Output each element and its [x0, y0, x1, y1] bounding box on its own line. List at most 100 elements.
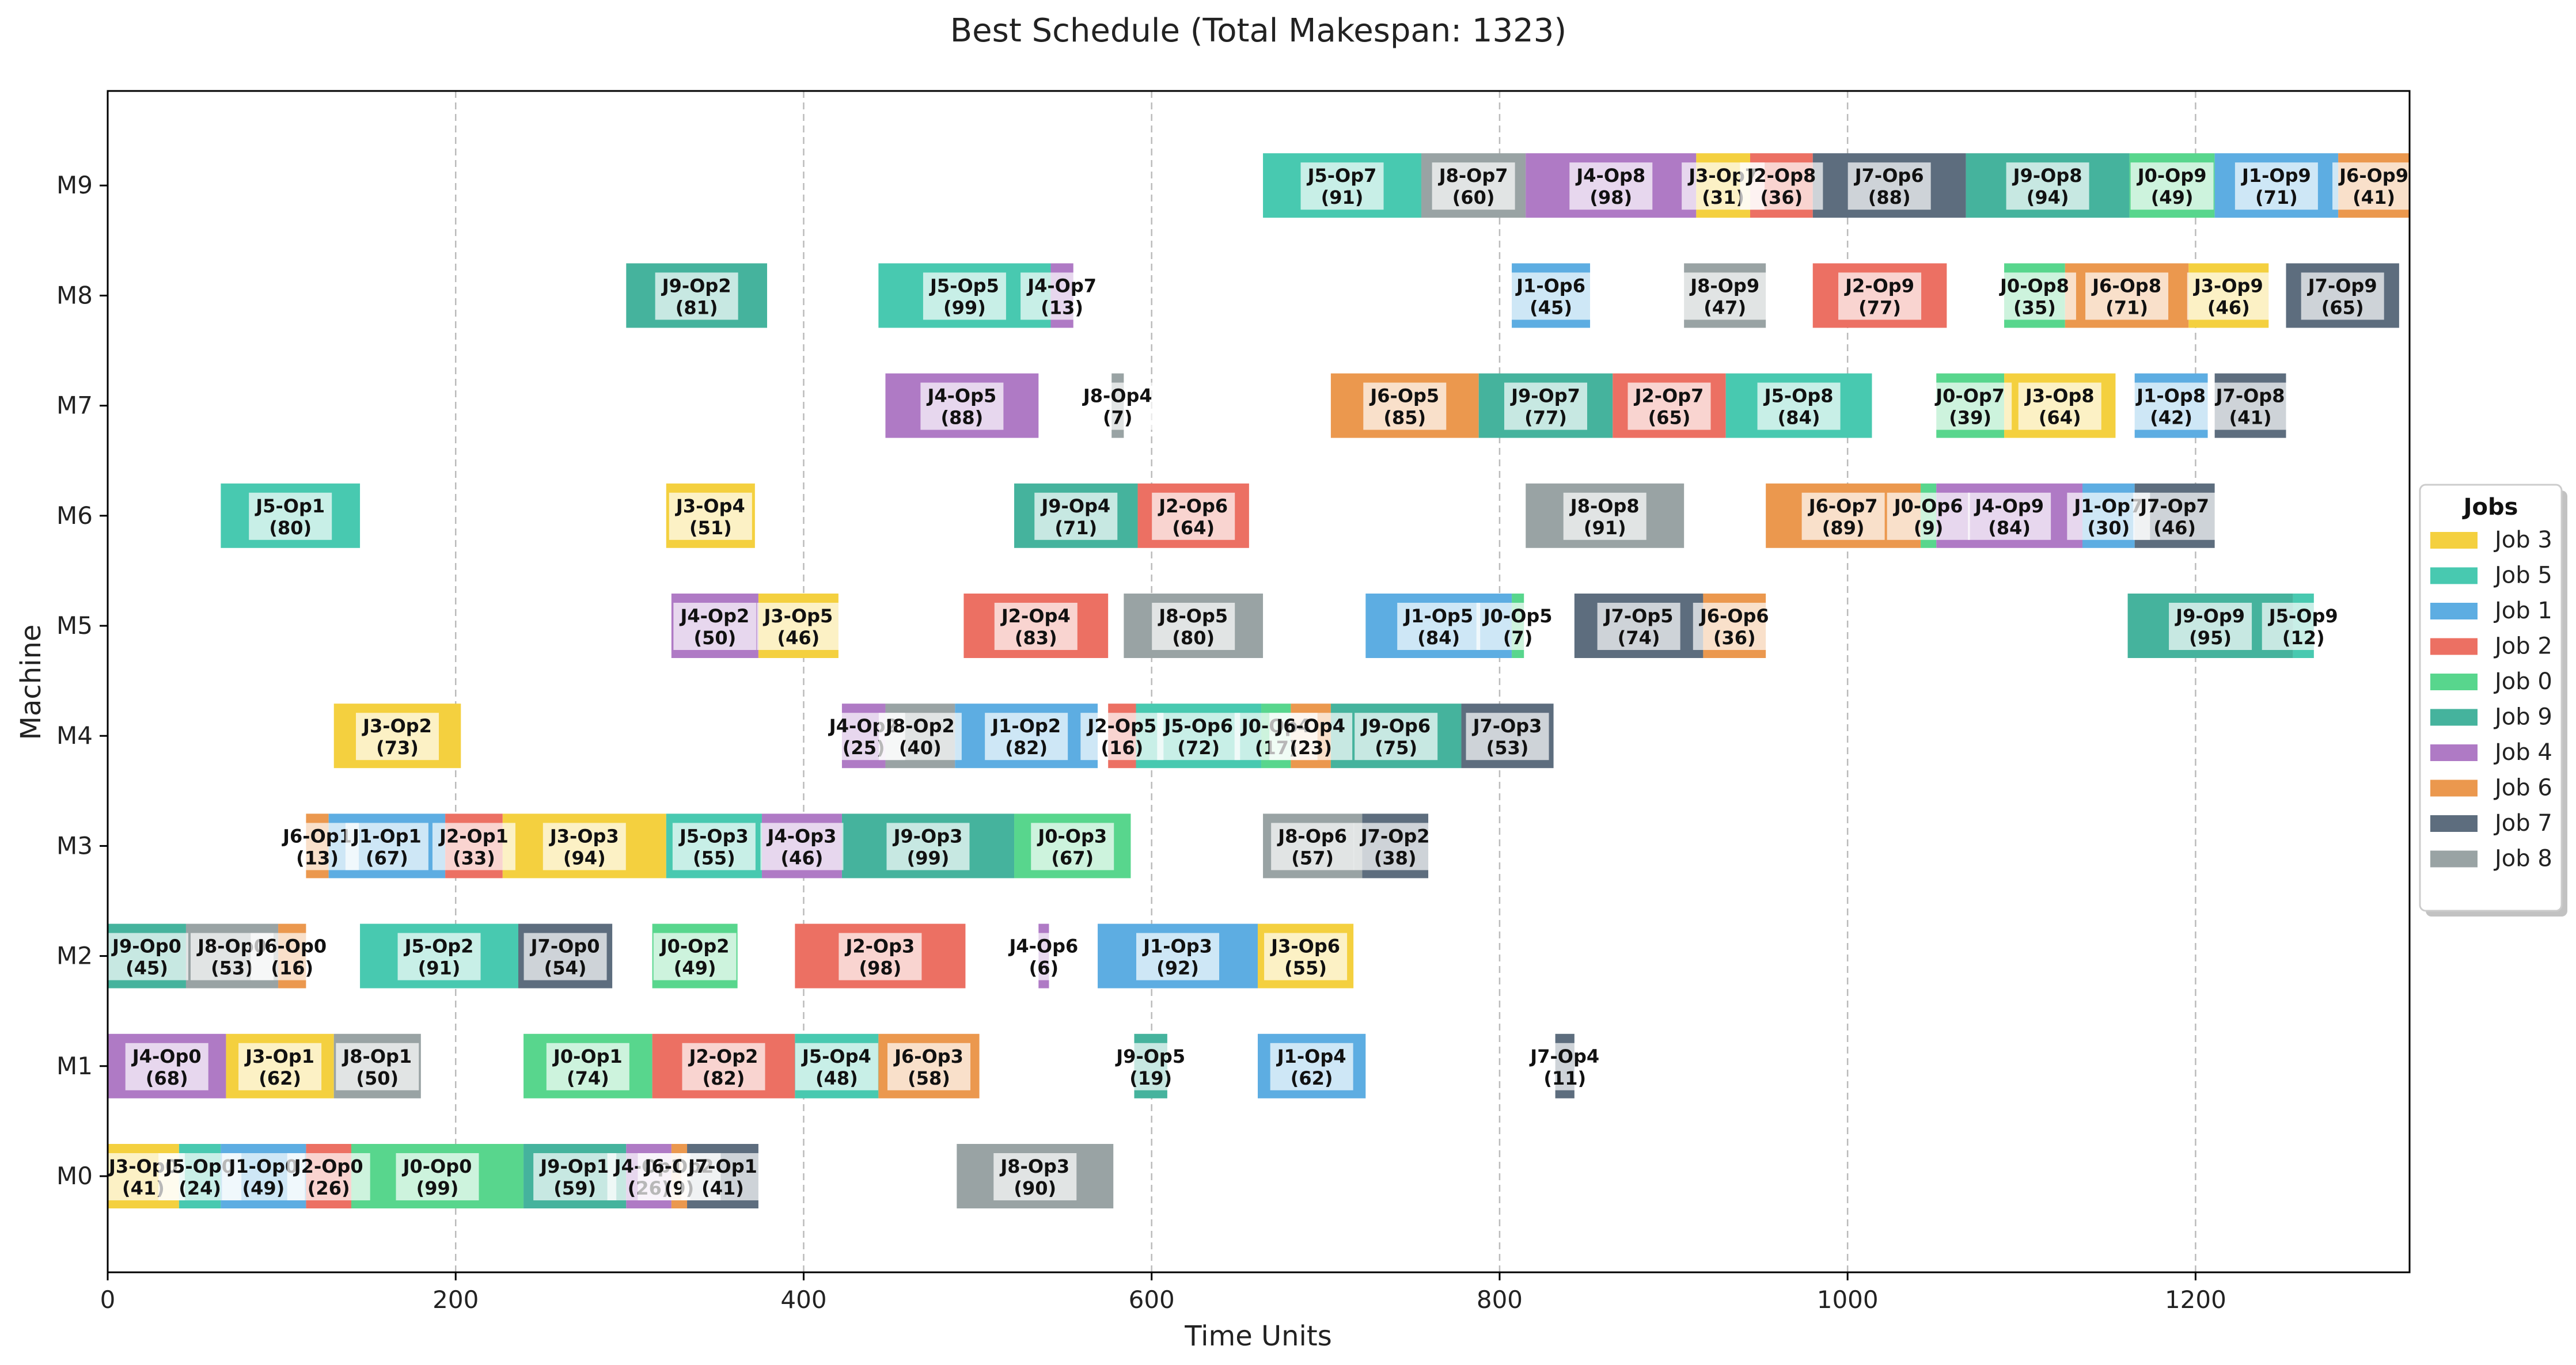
task-label: J5-Op6 — [1163, 715, 1233, 737]
task-duration-label: (16) — [271, 957, 313, 979]
task-label: J3-Op8 — [2024, 385, 2095, 407]
task-label: J3-Op3 — [549, 825, 619, 847]
task-duration-label: (55) — [1284, 957, 1327, 979]
task-label-bg — [1693, 603, 1776, 650]
x-tick-label: 400 — [780, 1286, 826, 1314]
task-duration-label: (89) — [1822, 517, 1865, 539]
task-label: J9-Op3 — [893, 825, 963, 847]
task-label: J7-Op3 — [1472, 715, 1542, 737]
task-label-bg — [249, 492, 332, 540]
task-duration-label: (91) — [1584, 517, 1626, 539]
task-label-bg — [1523, 1043, 1607, 1090]
task-duration-label: (36) — [1713, 627, 1756, 649]
task-label-bg — [1801, 492, 1885, 540]
task-label: J0-Op9 — [2137, 165, 2207, 187]
legend-swatch — [2430, 815, 2478, 832]
task-label: J0-Op2 — [659, 936, 730, 957]
task-label-bg — [1466, 713, 1549, 761]
task-label: J0-Op5 — [1482, 605, 1553, 627]
task-label-bg — [336, 1043, 419, 1090]
task-label: J1-Op2 — [991, 715, 1061, 737]
task-duration-label: (49) — [674, 957, 716, 979]
legend-swatch — [2430, 532, 2478, 549]
x-tick-label: 200 — [433, 1286, 479, 1314]
task-label-bg — [669, 492, 752, 540]
task-label: J4-Op2 — [679, 605, 749, 627]
task-duration-label: (74) — [567, 1067, 609, 1089]
task-label-bg — [1363, 382, 1447, 430]
task-label-bg — [993, 1153, 1077, 1200]
task-label-bg — [653, 933, 737, 980]
task-label: J6-Op8 — [2091, 275, 2161, 296]
task-duration-label: (13) — [296, 847, 339, 869]
task-label-bg — [1683, 272, 1767, 320]
task-label-bg — [760, 823, 844, 870]
task-label: J2-Op6 — [1158, 495, 1228, 517]
task-duration-label: (64) — [1172, 517, 1215, 539]
task-label-bg — [2169, 603, 2252, 650]
task-label-bg — [1269, 713, 1353, 761]
task-label: J5-Op9 — [2268, 605, 2338, 627]
task-label: J5-Op7 — [1307, 165, 1377, 187]
task-duration-label: (64) — [2039, 407, 2081, 429]
task-duration-label: (51) — [689, 517, 732, 539]
task-label: J3-Op9 — [2193, 275, 2263, 296]
task-duration-label: (46) — [2207, 296, 2250, 318]
task-label: J1-Op5 — [1403, 605, 1473, 627]
task-duration-label: (39) — [1949, 407, 1991, 429]
task-label-bg — [1993, 272, 2076, 320]
task-duration-label: (31) — [1702, 187, 1744, 208]
task-label: J7-Op4 — [1529, 1045, 1599, 1067]
task-label: J6-Op9 — [2338, 165, 2408, 187]
y-tick-label: M0 — [56, 1162, 93, 1190]
task-label: J5-Op4 — [801, 1045, 871, 1067]
task-duration-label: (60) — [1452, 187, 1495, 208]
task-label: J9-Op5 — [1115, 1045, 1185, 1067]
task-duration-label: (75) — [1375, 737, 1417, 759]
legend-swatch — [2430, 638, 2478, 655]
task-label: J5-Op3 — [678, 825, 749, 847]
task-label-bg — [2332, 162, 2416, 210]
task-duration-label: (58) — [908, 1067, 950, 1089]
task-duration-label: (88) — [941, 407, 984, 429]
task-label-bg — [1627, 382, 1711, 430]
task-label-bg — [1569, 162, 1653, 210]
task-duration-label: (49) — [242, 1177, 285, 1199]
task-label: J8-Op2 — [885, 715, 955, 737]
task-label: J0-Op0 — [402, 1155, 472, 1177]
x-tick-label: 1200 — [2165, 1286, 2226, 1314]
task-bars: J3-Op0(41)J5-Op0(24)J1-Op0(49)J2-Op0(26)… — [101, 153, 2416, 1208]
task-label-bg — [1271, 823, 1355, 870]
task-duration-label: (90) — [1014, 1177, 1056, 1199]
task-duration-label: (67) — [1051, 847, 1094, 869]
task-label-bg — [1887, 492, 1970, 540]
task-label: J4-Op3 — [767, 825, 837, 847]
task-label: J9-Op9 — [2175, 605, 2245, 627]
task-duration-label: (54) — [544, 957, 587, 979]
task-label: J3-Op1 — [244, 1045, 314, 1067]
y-tick-label: M7 — [56, 391, 93, 420]
task-label-bg — [681, 1153, 764, 1200]
task-label-bg — [2130, 162, 2214, 210]
task-label: J9-Op4 — [1040, 495, 1110, 517]
task-label-bg — [2133, 492, 2217, 540]
legend-swatch — [2430, 744, 2478, 761]
task-label-bg — [287, 1153, 370, 1200]
plot-frame — [107, 90, 2411, 1273]
task-label: J0-Op7 — [1934, 385, 2005, 407]
task-label: J9-Op6 — [1360, 715, 1431, 737]
task-duration-label: (50) — [693, 627, 736, 649]
x-tick-label: 600 — [1129, 1286, 1175, 1314]
y-tick-label: M2 — [56, 942, 93, 970]
task-duration-label: (74) — [1618, 627, 1660, 649]
task-duration-label: (82) — [1005, 737, 1048, 759]
task-label-bg — [757, 603, 840, 650]
task-duration-label: (46) — [2153, 517, 2196, 539]
task-label: J6-Op3 — [893, 1045, 963, 1067]
task-label: J8-Op9 — [1689, 275, 1759, 296]
task-duration-label: (77) — [1858, 296, 1901, 318]
task-label: J7-Op7 — [2139, 495, 2209, 517]
task-duration-label: (53) — [211, 957, 253, 979]
task-label-bg — [396, 1153, 479, 1200]
legend-swatch — [2430, 709, 2478, 726]
